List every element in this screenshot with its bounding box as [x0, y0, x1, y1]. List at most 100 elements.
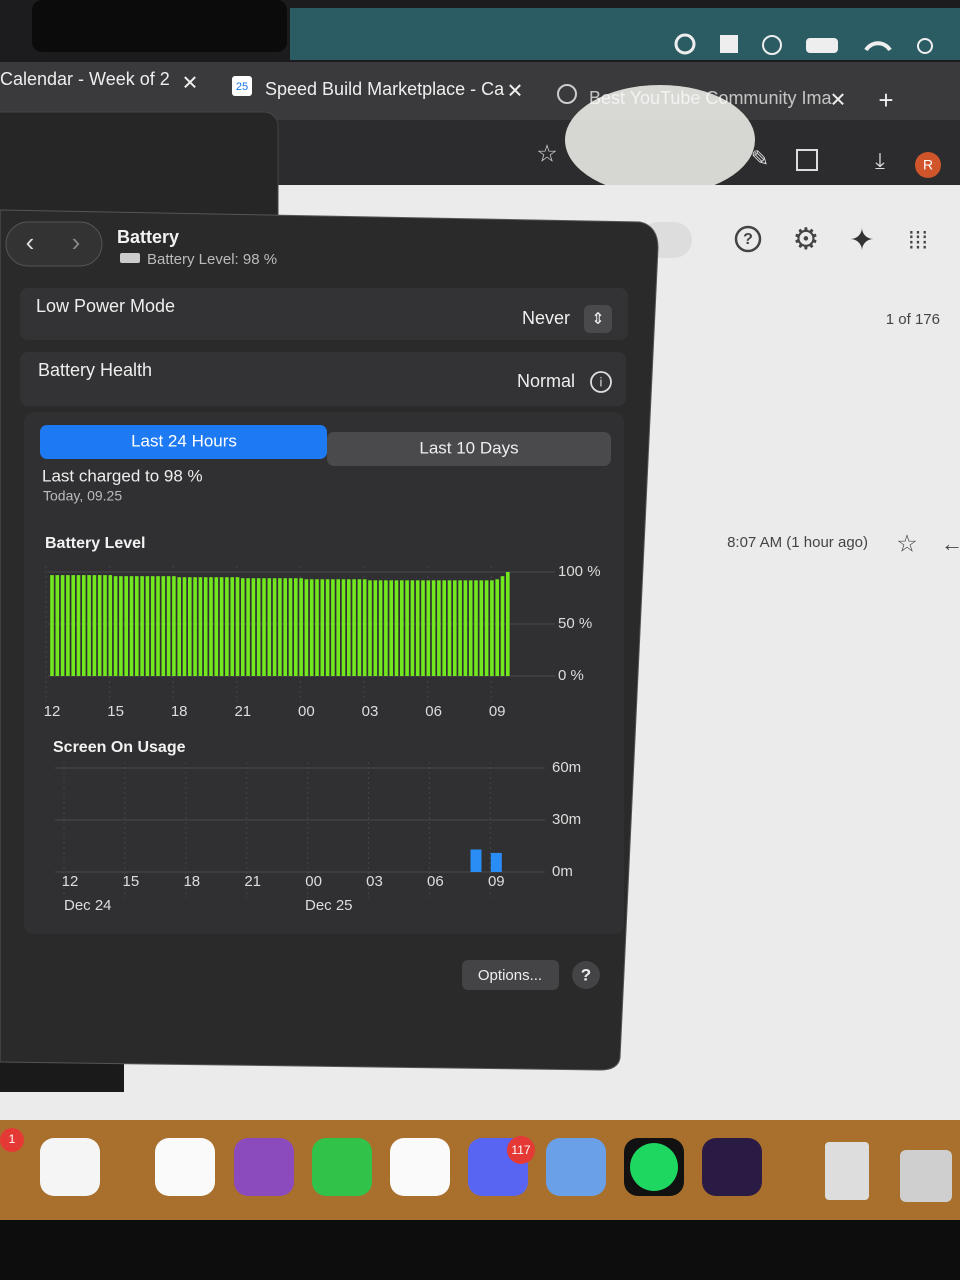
dock-app[interactable] [234, 1138, 294, 1196]
bar [468, 580, 473, 676]
close-tab[interactable]: ✕ [830, 89, 847, 111]
bar [331, 579, 335, 676]
apps-icon[interactable]: ⁞⁞⁞ [908, 227, 928, 254]
bar [299, 578, 303, 676]
options-button[interactable] [462, 960, 559, 990]
dock-app[interactable] [312, 1138, 372, 1196]
bar [474, 580, 478, 676]
dock-file[interactable] [825, 1142, 869, 1200]
dock-app[interactable] [155, 1138, 215, 1196]
bar [500, 576, 505, 676]
bar [405, 580, 409, 676]
search-icon[interactable] [917, 38, 933, 54]
bar [198, 577, 203, 676]
gemini-icon[interactable]: ✦ [849, 224, 874, 257]
badge [507, 1136, 535, 1164]
bar [309, 579, 314, 676]
status-icon[interactable] [720, 35, 738, 53]
bar [140, 576, 144, 676]
bar [60, 575, 65, 676]
x-tick-label: 21 [234, 703, 251, 720]
forward-button[interactable]: › [72, 227, 81, 257]
profile-avatar[interactable] [915, 152, 941, 178]
close-tab[interactable]: ✕ [507, 80, 524, 102]
date-label: Dec 25 [305, 897, 353, 914]
tab-title: Speed Build Marketplace - Ca [265, 79, 505, 99]
bar [50, 575, 54, 676]
new-tab[interactable]: + [878, 85, 893, 115]
help-icon[interactable] [734, 225, 762, 253]
bar [447, 580, 452, 676]
setting-value: Never [522, 308, 570, 328]
bar [150, 576, 155, 676]
reply-icon[interactable]: ← [941, 531, 960, 556]
bar [431, 580, 436, 676]
bar [347, 579, 351, 676]
dock-app[interactable] [546, 1138, 606, 1196]
segment-last-10-days[interactable] [327, 432, 611, 466]
battery-icon[interactable] [806, 38, 838, 53]
bar [103, 575, 107, 676]
nav-buttons[interactable] [5, 221, 103, 267]
bar [55, 575, 60, 676]
close-tab[interactable]: ✕ [182, 72, 199, 94]
dock-app[interactable] [40, 1138, 100, 1196]
bar [219, 577, 224, 676]
bar [373, 580, 378, 676]
settings-icon[interactable]: ⚙ [793, 223, 820, 256]
bar [82, 575, 86, 676]
stepper-glyph: ⇕ [591, 311, 604, 328]
spotify-logo [630, 1143, 678, 1191]
y-tick-label: 50 % [558, 615, 592, 632]
options-label[interactable]: Options... [478, 967, 542, 984]
openai-favicon [557, 84, 577, 104]
calendar-favicon-text: 25 [236, 81, 248, 93]
star-mail[interactable]: ☆ [896, 530, 918, 557]
extensions-icon[interactable] [796, 149, 818, 171]
segment-label[interactable]: Last 24 Hours [131, 431, 237, 450]
back-button[interactable]: ‹ [26, 227, 35, 257]
badge-count: 117 [511, 1143, 530, 1157]
help-button[interactable] [572, 961, 600, 989]
bar [246, 578, 250, 676]
x-tick-label: 21 [244, 873, 261, 890]
bar [129, 576, 134, 676]
segment-label[interactable]: Last 10 Days [419, 438, 518, 457]
tab-strip [0, 62, 960, 120]
help-label[interactable]: ? [581, 965, 591, 984]
download-icon[interactable]: ⤓ [875, 148, 885, 173]
bar [108, 575, 113, 676]
bar [193, 577, 197, 676]
badge-count: 1 [9, 1132, 16, 1146]
toolbar-icon[interactable]: ✎ [751, 146, 769, 171]
bar [161, 576, 166, 676]
wifi-icon[interactable] [864, 41, 892, 52]
dock-app[interactable] [390, 1138, 450, 1196]
bar [267, 578, 272, 676]
x-tick-label: 09 [488, 873, 505, 890]
bar [470, 849, 482, 872]
bar [426, 580, 431, 676]
x-tick-label: 15 [123, 873, 140, 890]
menu-bar-wallpaper [290, 8, 960, 60]
segment-last-24-hours[interactable] [40, 425, 327, 459]
dock-app[interactable] [702, 1138, 762, 1196]
trash[interactable] [900, 1150, 952, 1202]
bar [495, 579, 499, 676]
bar [256, 578, 261, 676]
x-tick-label: 03 [362, 703, 379, 720]
x-tick-label: 06 [427, 873, 444, 890]
window-subtitle: Battery Level: 98 % [147, 251, 277, 268]
y-tick-label: 0 % [558, 667, 584, 684]
bar [135, 576, 139, 676]
y-tick-label: 30m [552, 811, 581, 828]
status-icon[interactable] [674, 33, 696, 55]
bar [384, 580, 388, 676]
popup-stepper[interactable] [584, 305, 612, 333]
info-button[interactable] [590, 371, 612, 393]
bookmark-star[interactable]: ☆ [536, 140, 558, 167]
bar [182, 577, 187, 676]
status-icon[interactable] [762, 35, 782, 55]
bar [315, 579, 319, 676]
